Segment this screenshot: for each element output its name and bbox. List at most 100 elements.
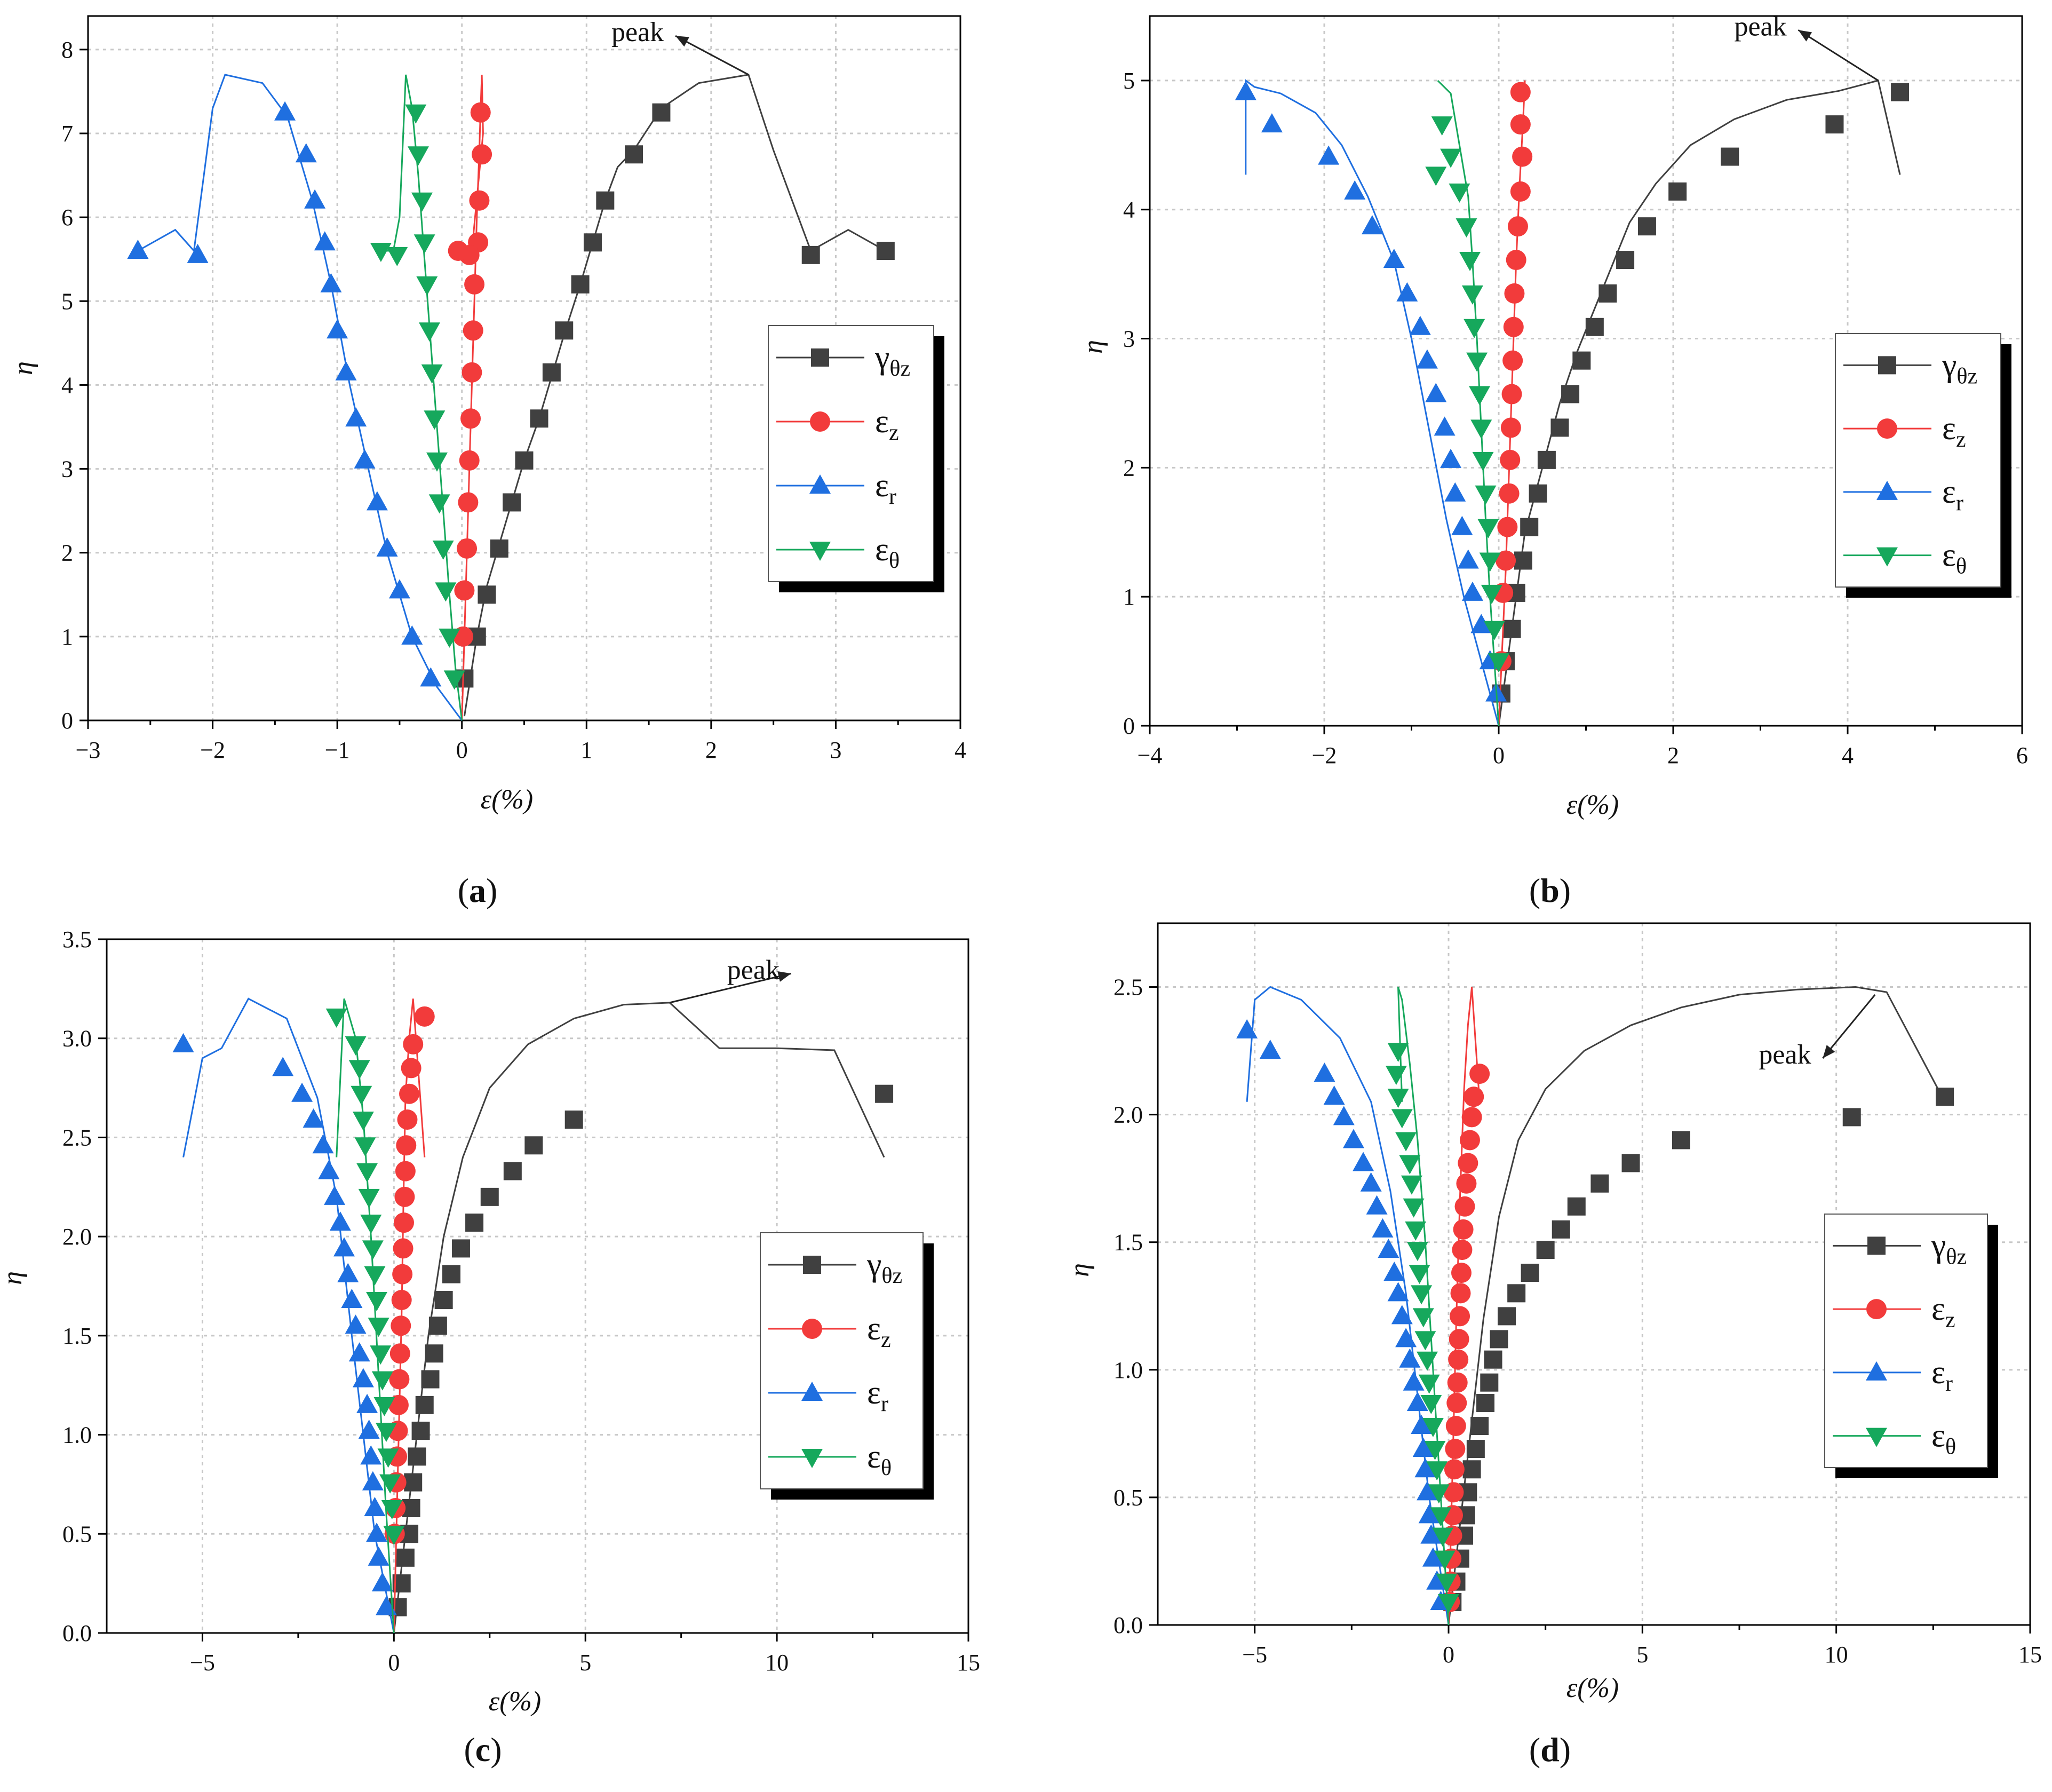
data-point-triangle-down: [1418, 1374, 1440, 1394]
x-tick-label: 0: [456, 737, 468, 763]
legend-entry-epsilon-r: εr: [1833, 1354, 1953, 1396]
data-point-triangle-down: [1431, 116, 1453, 136]
data-point-triangle-up: [1378, 1239, 1399, 1258]
series-epsilon-r: [127, 74, 463, 721]
data-point-triangle-down: [1391, 1109, 1413, 1129]
data-point-triangle-down: [364, 1266, 386, 1286]
peak-label: peak: [1734, 11, 1786, 42]
data-point-circle: [1499, 483, 1520, 504]
data-point-triangle-down: [428, 494, 450, 514]
peak-annotation: peak: [669, 955, 792, 1004]
panel-caption: (d): [1529, 1731, 1571, 1769]
data-point-square: [1521, 1264, 1539, 1282]
legend-entry-epsilon-z: εz: [1833, 1291, 1955, 1333]
peak-annotation: peak: [1734, 11, 1879, 82]
data-point-circle: [464, 274, 485, 295]
data-point-triangle-down: [1470, 419, 1492, 439]
data-point-triangle-up: [1461, 581, 1483, 601]
data-point-circle: [457, 538, 478, 559]
data-point-triangle-up: [1236, 1019, 1258, 1038]
series-epsilon-theta: [325, 998, 405, 1634]
data-point-triangle-down: [1479, 552, 1501, 572]
y-tick-label: 2.5: [1114, 974, 1143, 1001]
data-point-triangle-down: [1434, 1550, 1456, 1570]
y-tick-label: 3.5: [62, 926, 92, 953]
x-tick-label: 0: [1493, 742, 1505, 768]
y-axis-title: η: [1064, 1263, 1095, 1277]
data-point-triangle-up: [1418, 1504, 1440, 1524]
data-point-square: [1842, 1108, 1861, 1127]
data-point-triangle-down: [1472, 451, 1494, 471]
data-point-square: [555, 321, 574, 340]
data-point-triangle-down: [1387, 1043, 1409, 1062]
data-point-square: [1550, 418, 1569, 437]
data-point-square: [425, 1344, 443, 1363]
y-tick-label: 0.0: [1114, 1612, 1143, 1638]
data-point-square: [1567, 1197, 1586, 1216]
data-point-square: [1520, 518, 1539, 536]
data-point-triangle-up: [366, 1523, 388, 1542]
data-point-triangle-down: [1481, 584, 1502, 604]
data-point-circle: [1450, 1306, 1470, 1327]
x-axis-title: ε(%): [1566, 1673, 1619, 1703]
legend-box: [1824, 1214, 1988, 1468]
legend-marker-square: [1878, 356, 1896, 375]
panel-caption: (c): [464, 1731, 502, 1769]
data-point-triangle-down: [1459, 252, 1481, 272]
data-point-triangle-up: [1235, 81, 1256, 100]
data-point-triangle-up: [375, 1596, 397, 1615]
data-point-circle: [1459, 1130, 1480, 1151]
x-tick-label: −1: [325, 737, 350, 763]
series-line: [1246, 986, 1450, 1626]
data-point-triangle-up: [320, 273, 342, 292]
y-tick-label: 3: [61, 456, 73, 482]
data-point-square: [1891, 83, 1910, 101]
x-tick-label: −3: [76, 737, 101, 763]
data-point-circle: [1504, 283, 1525, 304]
data-point-circle: [1506, 250, 1526, 271]
y-tick-label: 3.0: [62, 1026, 92, 1052]
data-point-triangle-up: [1420, 1524, 1442, 1544]
legend-marker-triangle-up: [1866, 1361, 1887, 1381]
legend-label: εθ: [867, 1439, 892, 1480]
data-point-triangle-down: [377, 1448, 399, 1468]
data-point-circle: [1445, 1439, 1466, 1460]
data-point-triangle-down: [1475, 485, 1497, 505]
data-point-triangle-down: [407, 146, 429, 166]
data-point-triangle-up: [172, 1033, 194, 1052]
series-line: [1447, 986, 1946, 1626]
data-point-triangle-down: [432, 540, 454, 560]
data-point-triangle-up: [341, 1289, 363, 1308]
data-point-triangle-up: [356, 1393, 378, 1413]
y-tick-label: 0.5: [1114, 1485, 1143, 1511]
y-tick-label: 2: [1123, 455, 1135, 481]
data-point-triangle-down: [379, 1474, 401, 1494]
data-point-triangle-down: [1488, 653, 1509, 673]
plot-frame: [106, 938, 969, 1634]
y-tick-label: 2.5: [62, 1124, 92, 1151]
data-point-triangle-up: [345, 1314, 367, 1334]
x-tick-label: 1: [580, 737, 592, 763]
x-axis-title: ε(%): [489, 1686, 541, 1717]
data-point-triangle-up: [354, 449, 376, 469]
data-point-triangle-up: [1434, 416, 1456, 436]
y-tick-label: 4: [61, 372, 73, 398]
data-point-triangle-up: [1416, 349, 1438, 369]
data-point-triangle-up: [304, 189, 326, 209]
legend-entry-epsilon-z: εz: [768, 1311, 891, 1352]
series-gamma-theta-z: [455, 74, 895, 717]
data-point-triangle-down: [1466, 352, 1488, 372]
x-tick-label: −2: [1312, 742, 1337, 768]
legend-box: [760, 1232, 924, 1489]
peak-arrow-head: [1823, 1045, 1835, 1058]
data-point-triangle-down: [345, 1036, 367, 1056]
y-tick-label: 0.0: [62, 1620, 92, 1646]
y-tick-label: 1.5: [62, 1323, 92, 1349]
x-tick-label: 4: [955, 737, 966, 763]
x-tick-label: −5: [1242, 1642, 1267, 1668]
data-point-triangle-up: [1414, 1458, 1436, 1478]
data-point-triangle-up: [127, 240, 149, 259]
data-point-square: [1507, 1284, 1526, 1303]
legend-label: εr: [867, 1375, 888, 1416]
data-point-triangle-down: [1424, 1441, 1446, 1461]
